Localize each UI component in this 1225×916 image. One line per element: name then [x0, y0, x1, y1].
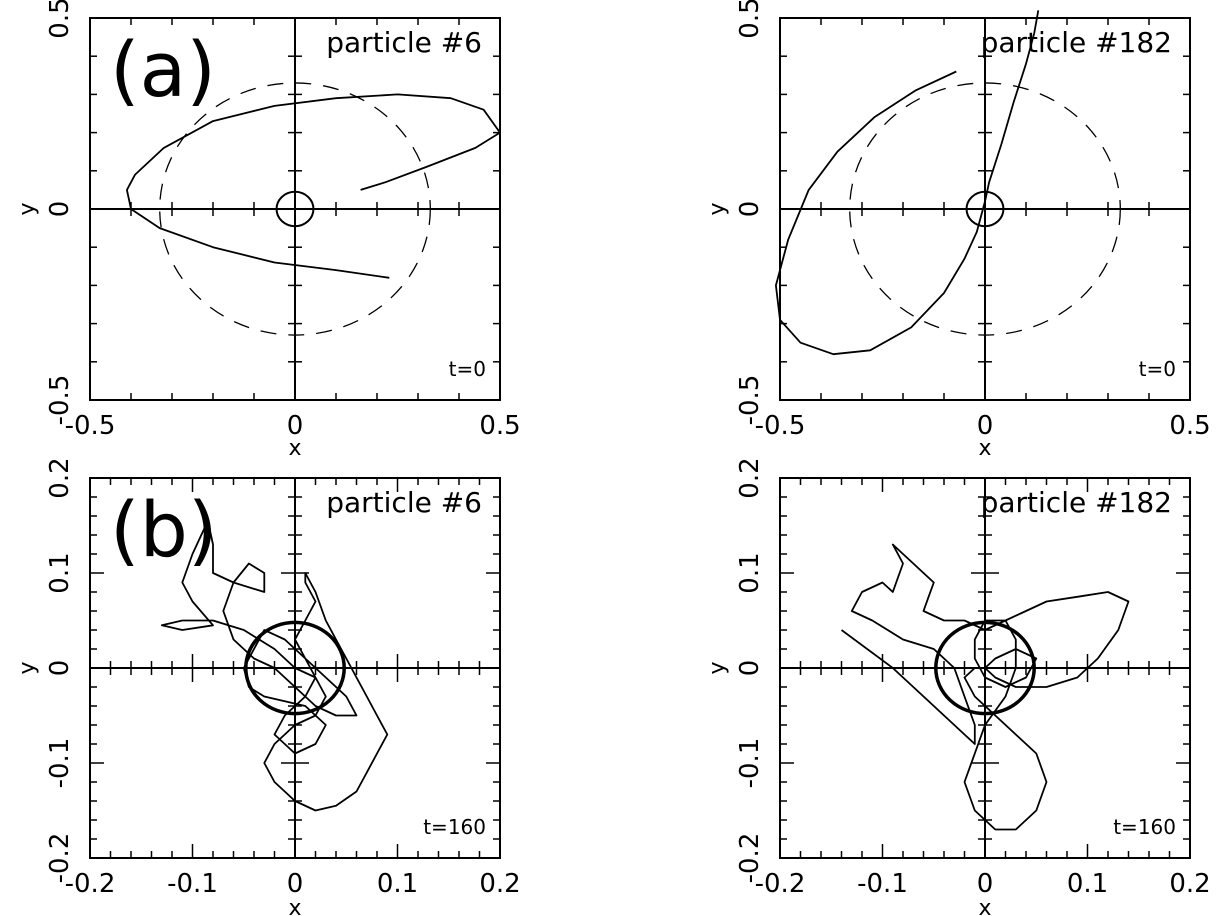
panel-2: -0.5 0 0.5 -0.5 0 0.5 x y particle #182 t=0 — [705, 0, 1211, 461]
panel-4: -0.2 -0.1 0 0.1 0.2 -0.2 -0.1 0 0.1 0.2 x y particle… — [705, 457, 1211, 916]
time-annotation: t=160 — [1113, 815, 1176, 839]
y-tick-label: -0.2 — [45, 833, 75, 884]
panel-title: particle #6 — [326, 486, 482, 519]
y-tick-label: 0.5 — [45, 0, 75, 39]
time-annotation: t=0 — [449, 357, 486, 381]
y-tick-label: -0.5 — [45, 375, 75, 426]
panel-title: particle #182 — [981, 486, 1172, 519]
y-tick-label: 0 — [735, 660, 765, 677]
y-tick-label: -0.2 — [735, 833, 765, 884]
x-tick-label: -0.2 — [755, 869, 806, 899]
x-tick-label: -0.5 — [755, 411, 806, 441]
panel-title: particle #6 — [326, 26, 482, 59]
x-tick-label: 0 — [977, 869, 994, 899]
y-tick-label: 0.2 — [45, 457, 75, 498]
x-tick-label: 0.1 — [1067, 869, 1108, 899]
reference-circle — [244, 620, 346, 716]
y-tick-label: 0.5 — [735, 0, 765, 39]
y-axis-label: y — [705, 202, 730, 215]
y-axis-label: y — [705, 661, 730, 674]
tick-marks — [779, 17, 1191, 401]
x-tick-label: 0 — [287, 411, 304, 441]
x-axis-label: x — [288, 896, 301, 916]
y-tick-label: -0.1 — [735, 738, 765, 789]
dashed-reference-circle — [849, 82, 1121, 336]
y-tick-label: 0 — [45, 660, 75, 677]
x-axis-label: x — [978, 896, 991, 916]
x-tick-label: 0.5 — [479, 411, 520, 441]
y-tick-label: 0.1 — [45, 552, 75, 593]
y-axis-label: y — [15, 661, 40, 674]
x-tick-label: -0.2 — [65, 869, 116, 899]
x-tick-label: -0.1 — [857, 869, 908, 899]
y-tick-label: 0 — [45, 201, 75, 218]
panel-1: -0.5 0 0.5 -0.5 0 0.5 x y particle #6 t=0 (a) — [15, 0, 521, 461]
x-tick-label: -0.1 — [167, 869, 218, 899]
panel-label: (b) — [110, 485, 218, 574]
time-annotation: t=160 — [423, 815, 486, 839]
panel-title: particle #182 — [981, 26, 1172, 59]
trajectory-line — [775, 10, 1040, 356]
dashed-reference-circle — [159, 82, 431, 336]
x-axis-label: x — [288, 436, 301, 461]
x-tick-label: 0.2 — [479, 869, 520, 899]
x-tick-label: 0 — [977, 411, 994, 441]
panel-label: (a) — [110, 25, 216, 114]
y-tick-label: 0.1 — [735, 552, 765, 593]
trajectory-line — [160, 519, 389, 812]
time-annotation: t=0 — [1139, 357, 1176, 381]
y-tick-label: -0.5 — [735, 375, 765, 426]
y-tick-label: 0.2 — [735, 457, 765, 498]
x-tick-label: -0.5 — [65, 411, 116, 441]
reference-circle — [965, 190, 1005, 228]
trajectory-line — [840, 543, 1130, 831]
x-tick-label: 0 — [287, 869, 304, 899]
y-tick-label: -0.1 — [45, 738, 75, 789]
x-tick-label: 0.1 — [377, 869, 418, 899]
y-tick-label: 0 — [735, 201, 765, 218]
reference-circle — [275, 190, 315, 228]
x-tick-label: 0.2 — [1169, 869, 1210, 899]
panel-3: -0.2 -0.1 0 0.1 0.2 -0.2 -0.1 0 0.1 0.2 x y particle… — [15, 457, 521, 916]
tick-marks — [89, 17, 501, 401]
trajectory-line — [126, 93, 501, 279]
x-axis-label: x — [978, 436, 991, 461]
y-axis-label: y — [15, 202, 40, 215]
x-tick-label: 0.5 — [1169, 411, 1210, 441]
